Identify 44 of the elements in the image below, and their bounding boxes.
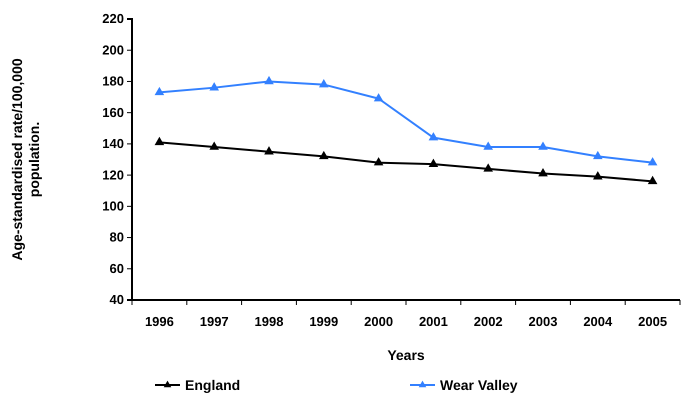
y-tick-label: 120 <box>102 167 124 182</box>
point <box>428 132 438 140</box>
x-tick-label: 2003 <box>528 314 558 329</box>
x-tick-label: 2000 <box>364 314 394 329</box>
point <box>648 176 658 184</box>
y-tick-label: 140 <box>102 136 124 152</box>
x-tick-label: 1998 <box>254 314 284 329</box>
x-tick-label: 1996 <box>144 314 174 329</box>
y-axis-title: Age-standardised rate/100,000 population. <box>9 58 42 261</box>
x-tick-label: 2004 <box>583 314 614 329</box>
legend-label: Wear Valley <box>440 377 518 393</box>
point <box>374 157 384 166</box>
point <box>538 168 548 176</box>
point <box>264 146 274 154</box>
point <box>374 93 384 102</box>
y-tick-label: 220 <box>102 11 124 26</box>
y-tick-label: 40 <box>110 292 124 308</box>
y-tick-label: 80 <box>110 230 124 245</box>
y-tick-label: 180 <box>102 74 124 89</box>
point <box>592 171 603 180</box>
point <box>264 76 274 84</box>
legend-label: England <box>185 377 240 393</box>
y-tick-label: 60 <box>110 260 124 276</box>
y-tick-label: 200 <box>102 42 124 58</box>
point <box>538 141 548 150</box>
point <box>483 141 494 150</box>
y-tick-label: 100 <box>102 198 124 214</box>
point <box>318 150 329 160</box>
x-tick-label: 2002 <box>474 314 503 329</box>
point <box>428 158 438 167</box>
x-tick-label: 1999 <box>309 314 338 329</box>
point <box>154 136 164 146</box>
point <box>209 141 220 150</box>
point <box>483 163 494 172</box>
point <box>318 79 329 88</box>
point <box>592 150 603 160</box>
y-tick-label: 160 <box>102 104 124 120</box>
x-tick-label: 1997 <box>200 314 229 329</box>
x-tick-label: 2001 <box>418 314 448 329</box>
x-axis-title: Years <box>387 347 425 363</box>
point <box>648 157 658 166</box>
x-tick-label: 2005 <box>638 314 668 329</box>
point <box>154 86 164 96</box>
point <box>209 82 220 90</box>
